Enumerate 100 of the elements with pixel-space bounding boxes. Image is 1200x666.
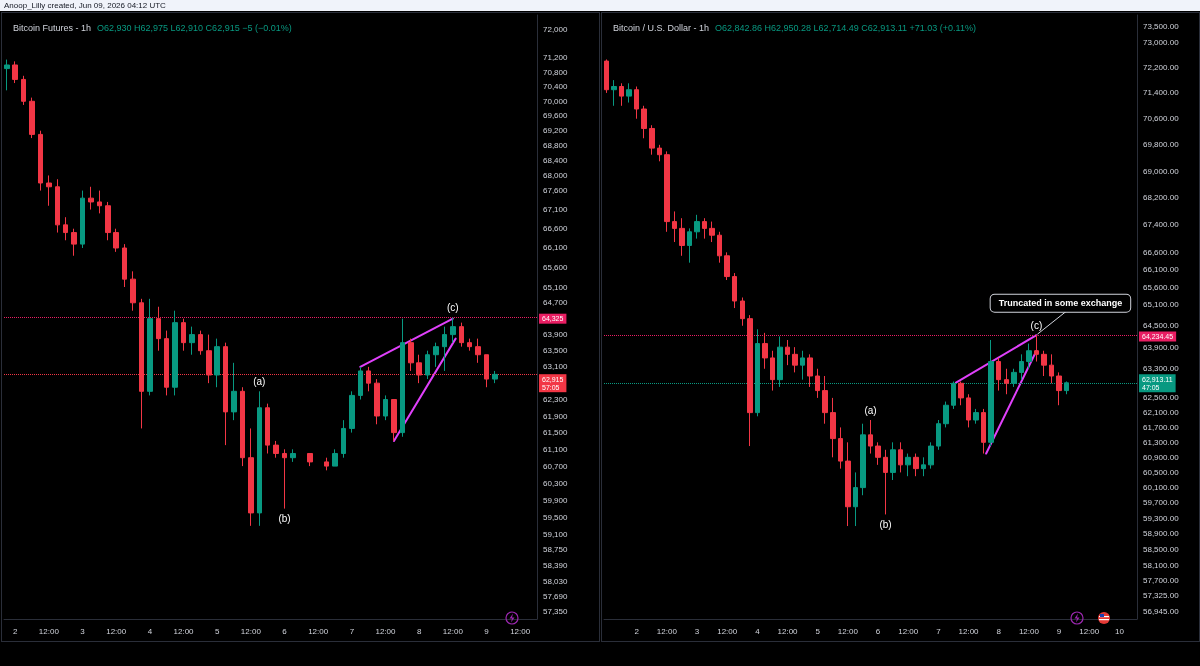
- y-tick-label: 68,000: [543, 170, 569, 180]
- x-tick-label: 9: [484, 626, 490, 636]
- candlestick: [943, 401, 949, 428]
- candlestick: [898, 441, 903, 473]
- y-tick-label: 70,800: [543, 67, 569, 77]
- y-tick-label: 63,300.00: [1143, 364, 1180, 374]
- x-tick-label: 12:00: [1018, 626, 1040, 636]
- y-tick-label: 66,600.00: [1143, 247, 1180, 257]
- x-tick-label: 12:00: [38, 626, 60, 636]
- candlestick: [966, 393, 971, 428]
- y-tick-label: 61,100: [543, 444, 569, 454]
- text: Bitcoin Futures - 1h: [13, 22, 92, 33]
- text: O62,930 H62,975 L62,910 C62,915 −5 (−0.01%): [97, 22, 292, 33]
- candlestick: [973, 408, 979, 425]
- candlestick: [913, 453, 919, 477]
- y-tick-label: 62,100.00: [1143, 408, 1180, 418]
- candlestick: [717, 231, 722, 264]
- x-tick-label: 2: [634, 626, 640, 636]
- y-tick-label: 63,100: [543, 362, 569, 372]
- y-tick-label: 69,200: [543, 126, 569, 136]
- candlestick: [807, 353, 813, 388]
- candlestick: [875, 441, 881, 466]
- candlestick: [657, 144, 662, 162]
- x-tick-label: 4: [755, 626, 761, 636]
- y-tick-label: 58,900.00: [1143, 529, 1180, 539]
- candlestick: [883, 449, 888, 515]
- y-tick-label: 61,700.00: [1143, 422, 1180, 432]
- candlestick: [1049, 353, 1054, 384]
- x-tick-label: 9: [1056, 626, 1062, 636]
- x-tick-label: 7: [349, 626, 355, 636]
- candlestick: [822, 375, 828, 425]
- candlestick: [762, 332, 768, 370]
- y-tick-label: 69,600: [543, 111, 569, 121]
- candlestick: [792, 346, 798, 373]
- x-tick-label: 12:00: [777, 626, 799, 636]
- candlestick: [868, 419, 873, 455]
- x-tick-label: 8: [416, 626, 422, 636]
- candlestick: [626, 82, 632, 104]
- candlestick: [770, 350, 775, 392]
- y-tick-label: 58,390: [543, 560, 569, 570]
- candlestick: [905, 453, 911, 477]
- y-tick-label: 66,100.00: [1143, 265, 1180, 275]
- candlestick: [890, 441, 896, 481]
- candlestick: [611, 79, 617, 107]
- candlestick: [619, 82, 624, 107]
- y-tick-label: 66,600: [543, 224, 569, 234]
- y-tick-label: 60,100.00: [1143, 483, 1180, 493]
- candlestick: [815, 368, 820, 399]
- candlestick: [838, 426, 843, 470]
- candlestick: [1019, 353, 1024, 381]
- y-tick-label: 59,100: [543, 529, 569, 539]
- y-tick-label: 63,500: [543, 346, 569, 356]
- y-tick-label: 60,900.00: [1143, 452, 1180, 462]
- x-tick-label: 12:00: [958, 626, 980, 636]
- x-tick-label: 10: [1114, 626, 1125, 636]
- y-tick-label: 58,500.00: [1143, 544, 1180, 554]
- candlestick: [732, 272, 737, 309]
- y-tick-label: 61,900: [543, 411, 569, 421]
- candlestick: [1034, 334, 1039, 363]
- x-tick-label: 12:00: [240, 626, 262, 636]
- annotation: (b): [879, 518, 892, 530]
- candlestick: [996, 357, 1001, 392]
- candlestick: [981, 408, 986, 455]
- candlestick: [928, 441, 934, 470]
- y-tick-label: 64,700: [543, 298, 569, 308]
- candlestick: [1041, 350, 1047, 377]
- y-tick-label: 65,100.00: [1143, 300, 1180, 310]
- y-tick-label: 59,500: [543, 512, 569, 522]
- candlestick: [687, 227, 692, 264]
- y-tick-label: 58,030: [543, 576, 569, 586]
- candlestick: [641, 105, 647, 139]
- y-tick-label: 67,100: [543, 205, 569, 215]
- candlestick: [709, 221, 715, 243]
- x-tick-label: 8: [996, 626, 1002, 636]
- y-tick-label: 65,600: [543, 262, 569, 272]
- candlestick: [958, 380, 964, 406]
- x-tick-label: 6: [282, 626, 288, 636]
- y-tick-label: 58,750: [543, 545, 569, 555]
- y-tick-label: 68,400: [543, 155, 569, 165]
- candlestick: [724, 251, 730, 281]
- candlestick: [853, 471, 858, 527]
- y-tick-label: 72,000: [543, 24, 569, 34]
- y-tick-label: 57,350: [543, 606, 569, 616]
- candlestick: [604, 58, 609, 94]
- y-tick-label: 59,300.00: [1143, 513, 1180, 523]
- candlestick: [1004, 368, 1009, 395]
- text: Anoop_Lilly created, Jun 09, 2026 04:12 UTC: [4, 1, 166, 10]
- candlestick: [1056, 371, 1062, 406]
- x-tick-label: 5: [815, 626, 821, 636]
- annotation: (b): [278, 513, 291, 525]
- candlestick: [664, 150, 670, 233]
- candlestick: [747, 314, 753, 447]
- candlestick: [800, 350, 805, 381]
- y-tick-label: 73,500.00: [1143, 22, 1180, 31]
- candlestick: [649, 124, 655, 156]
- y-tick-label: 73,000.00: [1143, 37, 1180, 47]
- y-tick-label: 57,690: [543, 591, 569, 601]
- candlestick: [740, 297, 745, 327]
- x-tick-label: 12:00: [717, 626, 738, 636]
- x-tick-label: 12:00: [510, 626, 531, 636]
